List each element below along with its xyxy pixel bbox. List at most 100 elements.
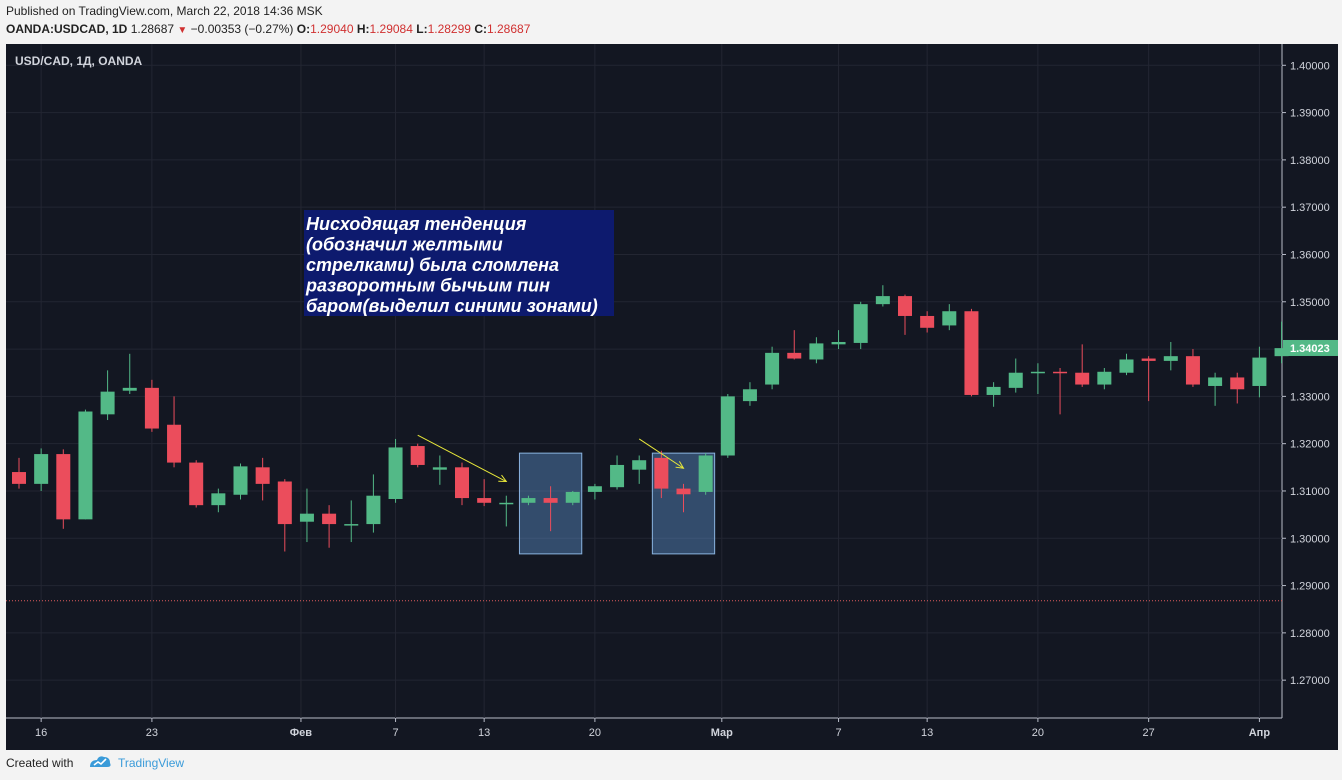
candle-body[interactable] xyxy=(277,481,292,525)
candle-body[interactable] xyxy=(809,343,824,360)
last-price-label: 1.34023 xyxy=(1290,343,1330,355)
candle-body[interactable] xyxy=(720,396,735,456)
candle-body[interactable] xyxy=(1274,348,1289,357)
candle-body[interactable] xyxy=(1097,371,1112,385)
candle-body[interactable] xyxy=(1185,356,1200,385)
x-tick-label: Апр xyxy=(1249,727,1271,739)
candle-body[interactable] xyxy=(189,462,204,506)
candle-body[interactable] xyxy=(986,386,1001,395)
candlestick-chart[interactable]: 1.40000 1.39000 1.38000 1.37000 1.36000 1.350… xyxy=(6,44,1338,750)
high-value: 1.29084 xyxy=(369,22,413,36)
candle-body[interactable] xyxy=(742,389,757,402)
close-value: 1.28687 xyxy=(486,22,531,36)
y-tick-label: 1.36000 xyxy=(1290,249,1330,261)
candle-body[interactable] xyxy=(299,513,314,522)
last-price-tag xyxy=(1283,339,1338,356)
y-tick-label: 1.40000 xyxy=(1290,60,1330,72)
candle-body[interactable] xyxy=(1163,356,1178,361)
candle-body[interactable] xyxy=(499,502,514,505)
symbol-label[interactable]: OANDA:USDCAD, 1D xyxy=(6,22,128,36)
y-tick-label: 1.28000 xyxy=(1290,628,1330,640)
candle-body[interactable] xyxy=(787,352,802,359)
candle-body[interactable] xyxy=(676,488,691,495)
candle-body[interactable] xyxy=(765,352,780,385)
candle-body[interactable] xyxy=(1230,377,1245,390)
y-tick-label: 1.27000 xyxy=(1290,675,1330,687)
candle-body[interactable] xyxy=(1053,371,1068,374)
candle-body[interactable] xyxy=(233,466,248,495)
candle-body[interactable] xyxy=(211,493,226,506)
trend-arrow-line[interactable] xyxy=(638,438,684,469)
last-price: 1.28687 xyxy=(130,22,175,36)
candle-body[interactable] xyxy=(853,304,868,343)
candle-body[interactable] xyxy=(78,411,93,520)
y-tick-label: 1.32000 xyxy=(1290,439,1330,451)
candle-body[interactable] xyxy=(587,486,602,492)
candle-body[interactable] xyxy=(875,296,890,305)
x-tick-label: 27 xyxy=(1143,727,1155,739)
candle-body[interactable] xyxy=(1119,359,1134,373)
candle-body[interactable] xyxy=(34,454,49,484)
candle-body[interactable] xyxy=(942,311,957,326)
candle-body[interactable] xyxy=(698,455,713,492)
candle-body[interactable] xyxy=(100,391,115,415)
candle-body[interactable] xyxy=(920,315,935,328)
candle-body[interactable] xyxy=(1030,371,1045,374)
candle-body[interactable] xyxy=(322,513,337,525)
down-arrow-icon: ▼ xyxy=(177,25,188,36)
header-bar: Published on TradingView.com, March 22, … xyxy=(0,0,1342,44)
candle-body[interactable] xyxy=(410,446,425,465)
candle-body[interactable] xyxy=(144,387,159,429)
price-axis[interactable] xyxy=(1282,44,1338,750)
candle-body[interactable] xyxy=(1008,372,1023,388)
x-tick-label: Фев xyxy=(290,727,313,739)
candle-body[interactable] xyxy=(366,495,381,525)
candle-body[interactable] xyxy=(388,447,403,500)
chart-area[interactable]: 1.40000 1.39000 1.38000 1.37000 1.36000 1.350… xyxy=(6,44,1338,750)
footer-bar xyxy=(0,750,1342,780)
y-tick-label: 1.31000 xyxy=(1290,486,1330,498)
candle-body[interactable] xyxy=(543,498,558,503)
candle-body[interactable] xyxy=(344,524,359,526)
change-value: −0.00353 (−0.27%) xyxy=(190,22,294,36)
candle-body[interactable] xyxy=(56,454,71,520)
candle-body[interactable] xyxy=(432,467,447,470)
candle-body[interactable] xyxy=(632,460,647,470)
candle-body[interactable] xyxy=(831,341,846,345)
candle-body[interactable] xyxy=(964,311,979,395)
annotation-line: баром(выделил синими зонами) xyxy=(306,296,598,316)
candle-body[interactable] xyxy=(122,387,137,391)
trend-arrow-head xyxy=(675,461,685,469)
low-label: L: xyxy=(416,22,428,36)
candle-body[interactable] xyxy=(521,498,536,503)
x-tick-label: 16 xyxy=(35,727,47,739)
candle-body[interactable] xyxy=(1075,372,1090,385)
x-tick-label: Мар xyxy=(711,727,733,739)
candle-body[interactable] xyxy=(565,491,580,503)
y-tick-label: 1.38000 xyxy=(1290,155,1330,167)
y-tick-label: 1.33000 xyxy=(1290,391,1330,403)
candle-body[interactable] xyxy=(12,472,26,484)
x-tick-label: 13 xyxy=(478,727,490,739)
x-tick-label: 7 xyxy=(392,727,398,739)
candle-body[interactable] xyxy=(167,424,182,463)
candle-body[interactable] xyxy=(477,498,492,503)
tradingview-brand[interactable]: TradingView xyxy=(118,756,185,770)
candle-body[interactable] xyxy=(255,467,270,484)
candle-body[interactable] xyxy=(1208,377,1223,386)
candle-body[interactable] xyxy=(1141,358,1156,361)
y-tick-label: 1.30000 xyxy=(1290,533,1330,545)
x-tick-label: 20 xyxy=(1032,727,1044,739)
candle-body[interactable] xyxy=(898,296,912,316)
annotation-line: стрелками) была сломлена xyxy=(306,255,559,275)
y-tick-label: 1.39000 xyxy=(1290,108,1330,120)
created-with-text: Created with xyxy=(6,756,74,770)
candle-body[interactable] xyxy=(1252,357,1267,386)
trend-arrow-line[interactable] xyxy=(417,434,507,482)
tradingview-logo-icon[interactable] xyxy=(88,754,112,775)
ohlc-line: OANDA:USDCAD, 1D 1.28687 ▼ −0.00353 (−0.… xyxy=(6,22,530,36)
candle-body[interactable] xyxy=(654,457,669,489)
annotation-box[interactable] xyxy=(304,210,614,316)
candle-body[interactable] xyxy=(455,467,469,499)
candle-body[interactable] xyxy=(610,464,625,488)
